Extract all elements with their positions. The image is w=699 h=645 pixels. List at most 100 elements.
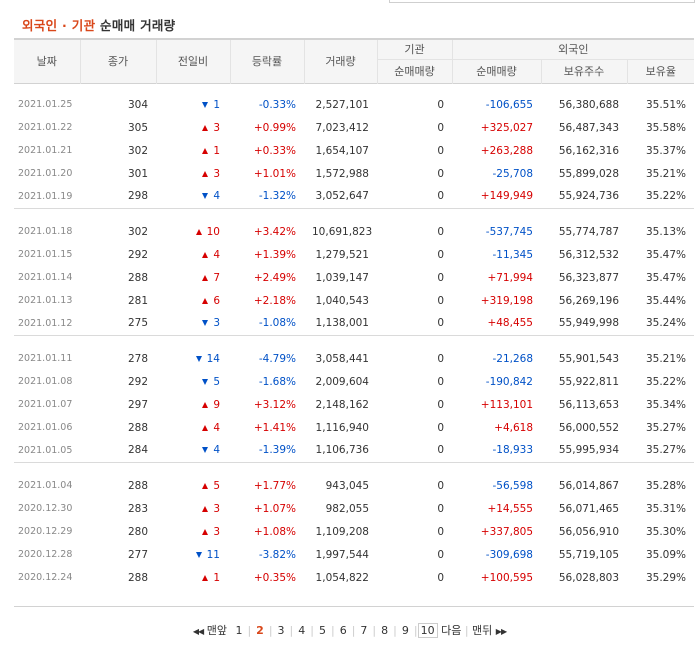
cell-volume: 1,654,107 [315,144,369,157]
page-link-1[interactable]: 1 [235,624,243,637]
cell-foreign-ratio: 35.27% [645,421,687,434]
cell-diff: 4 [156,416,230,439]
diff-value: 6 [213,294,220,307]
page-link-4[interactable]: 4 [298,624,306,637]
page-title: 외국인 · 기관 순매매 거래량 [22,15,175,34]
cell-foreign-net: -537,745 [485,225,533,238]
cell-rate: -1.68% [258,375,296,388]
table-row: 2021.01.15 292 4 +1.39% 1,279,521 0 -11,345 56,… [14,243,694,266]
page-numbers: 1 | 2 | 3 | 4 | 5 | 6 | 7 | 8 | 9 | 10 [230,623,438,638]
cell-inst-net: 0 [437,248,444,261]
cell-foreign-ratio: 35.21% [645,352,687,365]
cell-inst-net: 0 [437,444,444,457]
table-row: 2021.01.21 302 1 +0.33% 1,654,107 0 +263,288 56… [14,139,694,162]
header-foreign-shares: 보유주수 [540,59,627,83]
cell-foreign-shares: 56,312,532 [558,248,619,261]
cell-foreign-shares: 55,995,934 [558,444,619,457]
table-body: 2021.01.25 304 1 -0.33% 2,527,101 0 -106,655 56… [14,83,695,589]
cell-foreign-shares: 56,028,803 [558,571,619,584]
cell-foreign-ratio: 35.22% [645,190,687,203]
diff-value: 5 [213,479,220,492]
first-page-link[interactable]: ◀◀ 맨앞 [193,624,227,637]
cell-foreign-shares: 55,922,811 [558,375,619,388]
cell-foreign-ratio: 35.44% [645,294,687,307]
first-page-label: 맨앞 [206,624,227,637]
cell-date: 2020.12.24 [18,572,73,583]
arrow-up-icon [202,505,209,512]
diff-value: 3 [213,502,220,515]
cell-rate: +1.77% [253,479,296,492]
cell-volume: 7,023,412 [315,121,369,134]
cell-rate: +3.12% [253,398,296,411]
cell-rate: +1.08% [253,525,296,538]
cell-inst-net: 0 [437,190,444,203]
last-page-link[interactable]: 맨뒤 ▶▶ [472,624,507,637]
table-row: 2021.01.13 281 6 +2.18% 1,040,543 0 +319,198 56… [14,289,694,312]
cell-date: 2021.01.18 [18,226,73,237]
next-page-link[interactable]: 다음 | [441,624,469,637]
header-foreign-ratio: 보유율 [626,59,695,83]
table-row: 2021.01.07 297 9 +3.12% 2,148,162 0 +113,101 56… [14,393,694,416]
cell-rate: -0.33% [258,98,296,111]
cell-inst-net: 0 [437,225,444,238]
header-inst-net: 순매매량 [376,59,452,83]
cell-close: 278 [127,352,148,365]
cell-close: 304 [127,98,148,111]
page-link-8[interactable]: 8 [381,624,389,637]
double-chevron-right-icon: ▶▶ [495,627,507,636]
next-page-label: 다음 [441,624,462,637]
arrow-down-icon [202,447,209,454]
cell-rate: -1.32% [258,190,296,203]
page-link-6[interactable]: 6 [339,624,347,637]
cell-inst-net: 0 [437,525,444,538]
cell-diff: 6 [156,289,230,312]
cell-foreign-net: -25,708 [492,167,533,180]
cell-date: 2021.01.14 [18,272,73,283]
page-link-10[interactable]: 10 [417,623,438,638]
cell-volume: 2,009,604 [315,375,369,388]
group-divider [14,334,695,347]
table-row: 2021.01.04 288 5 +1.77% 943,045 0 -56,598 56,01… [14,474,694,497]
cell-foreign-shares: 55,949,998 [558,317,619,330]
cell-diff: 1 [156,566,230,589]
arrow-up-icon [195,228,202,235]
table-row: 2021.01.06 288 4 +1.41% 1,116,940 0 +4,618 56,0… [14,416,694,439]
cell-close: 297 [127,398,148,411]
cell-inst-net: 0 [437,98,444,111]
cell-foreign-net: +263,288 [480,144,533,157]
cell-date: 2021.01.05 [18,444,73,456]
page-link-3[interactable]: 3 [277,624,285,637]
cell-close: 292 [127,375,148,388]
page-link-9[interactable]: 9 [401,624,409,637]
cell-close: 280 [127,525,148,538]
diff-value: 1 [213,98,220,111]
cell-foreign-ratio: 35.37% [645,144,687,157]
cell-volume: 1,279,521 [315,248,369,261]
cell-volume: 2,148,162 [315,398,369,411]
cell-volume: 1,116,940 [315,421,369,434]
diff-value: 4 [213,444,220,457]
table-row: 2021.01.22 305 3 +0.99% 7,023,412 0 +325,027 56… [14,116,694,139]
cell-volume: 1,109,208 [315,525,369,538]
page-link-2[interactable]: 2 [256,624,264,637]
cell-foreign-ratio: 35.58% [645,121,687,134]
cell-foreign-shares: 55,924,736 [558,190,619,203]
cell-foreign-ratio: 35.47% [645,271,687,284]
cell-diff: 11 [156,543,230,566]
cell-foreign-shares: 56,380,688 [558,98,619,111]
cell-close: 305 [127,121,148,134]
cell-foreign-shares: 56,113,653 [558,398,619,411]
header-close: 종가 [79,39,156,83]
cell-close: 288 [127,271,148,284]
cell-date: 2021.01.22 [18,122,73,133]
table-row: 2021.01.20 301 3 +1.01% 1,572,988 0 -25,708 55,… [14,162,694,185]
title-foreign: 외국인 [22,18,58,33]
cell-diff: 5 [156,474,230,497]
diff-value: 4 [213,248,220,261]
cell-diff: 3 [156,497,230,520]
cell-volume: 1,040,543 [315,294,369,307]
page-link-7[interactable]: 7 [360,624,368,637]
cell-foreign-ratio: 35.22% [645,375,687,388]
cell-date: 2021.01.15 [18,249,73,260]
page-link-5[interactable]: 5 [318,624,326,637]
